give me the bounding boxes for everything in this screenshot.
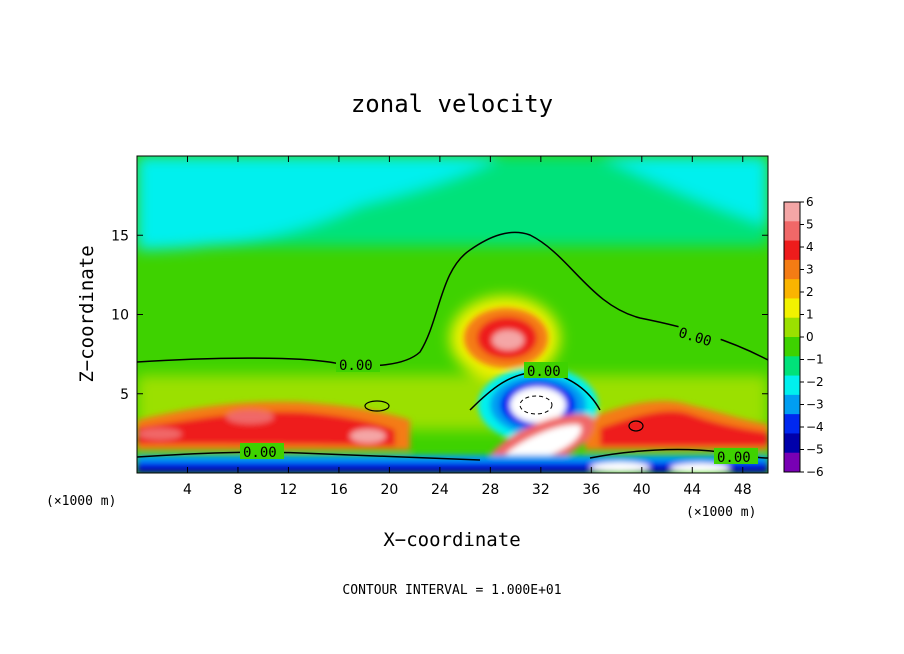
y-axis-label: Z−coordinate [76, 245, 98, 382]
colorbar-swatch [784, 298, 800, 319]
lower-band-core [350, 429, 386, 443]
colorbar-label: 5 [806, 218, 814, 232]
x-tick-label: 44 [683, 482, 701, 498]
colorbar-swatch [784, 394, 800, 415]
colorbar-swatch [784, 279, 800, 299]
lower-band-core-2 [138, 428, 182, 440]
colorbar-label: 1 [806, 308, 814, 322]
colorbar-label: −5 [806, 443, 824, 457]
contour-label-2: 0.00 [527, 364, 561, 380]
colorbar-label: −1 [806, 353, 824, 367]
colorbar-swatch [784, 317, 800, 338]
y-tick-label: 5 [120, 387, 129, 403]
near-surface-core [137, 467, 768, 473]
colorbar-label: 2 [806, 285, 814, 299]
colorbar-label: −2 [806, 375, 824, 389]
colorbar-label: −6 [806, 465, 824, 479]
surface-white-2 [670, 463, 730, 473]
x-unit-left: (×1000 m) [46, 494, 116, 509]
zero-contour-upper [137, 231, 768, 367]
y-tick-label: 15 [111, 228, 129, 244]
colorbar-swatch [784, 452, 800, 473]
x-unit-right: (×1000 m) [686, 505, 756, 520]
contour-label-1: 0.00 [339, 358, 373, 374]
upper-right-cyan-region [600, 156, 768, 225]
x-tick-label: 4 [183, 482, 192, 498]
plot-area [137, 156, 768, 473]
x-tick-label: 28 [481, 482, 499, 498]
colorbar: 6 5 4 3 2 1 0 −1 −2 −3 −4 −5 −6 [783, 195, 824, 479]
y-axis: 5 10 15 [111, 228, 768, 403]
small-contour-2 [628, 420, 644, 432]
x-tick-label: 20 [380, 482, 398, 498]
x-tick-label: 32 [532, 482, 550, 498]
colorbar-label: 6 [806, 195, 814, 209]
right-band-red [600, 410, 768, 446]
x-tick-label: 8 [233, 482, 242, 498]
lower-band-core-3 [226, 410, 274, 424]
inner-dashed-contour [519, 395, 553, 415]
colorbar-label: −3 [806, 398, 824, 412]
colorbar-label: 4 [806, 240, 814, 254]
jet-core [492, 330, 524, 350]
x-tick-label: 24 [431, 482, 449, 498]
colorbar-swatch [784, 259, 800, 280]
contour-labels: 0.00 0.00 0.00 0.00 0.00 [240, 323, 758, 466]
colorbar-swatch [784, 433, 800, 454]
contour-interval-note: CONTOUR INTERVAL = 1.000E+01 [342, 583, 561, 598]
vortex-core [510, 387, 566, 423]
colorbar-label: 3 [806, 263, 814, 277]
lower-band-red [137, 411, 395, 446]
colorbar-swatch [784, 221, 800, 242]
colorbar-swatch [784, 202, 800, 222]
lower-jet-core [505, 424, 582, 461]
colorbar-swatch [784, 337, 800, 357]
small-contour-1 [364, 400, 390, 412]
x-tick-label: 48 [734, 482, 752, 498]
colorbar-label: 0 [806, 330, 814, 344]
surface-white-1 [590, 462, 650, 472]
colorbar-swatch [784, 356, 800, 377]
contour-label-3: 0.00 [243, 445, 277, 461]
contour-label-4: 0.00 [717, 450, 751, 466]
x-tick-label: 12 [280, 482, 298, 498]
zero-contour-lower [137, 451, 481, 461]
y-tick-label: 10 [111, 308, 129, 324]
colorbar-swatch [784, 375, 800, 396]
x-tick-label: 40 [633, 482, 651, 498]
x-axis: 4 8 12 16 20 24 28 32 36 40 44 48 [183, 156, 752, 498]
colorbar-label: −4 [806, 420, 824, 434]
x-tick-label: 36 [582, 482, 600, 498]
colorbar-swatch [784, 414, 800, 434]
x-tick-label: 16 [330, 482, 348, 498]
chart-title: zonal velocity [351, 90, 553, 118]
upper-cyan-region [137, 156, 500, 250]
x-axis-label: X−coordinate [383, 529, 520, 551]
colorbar-swatch [784, 240, 800, 261]
